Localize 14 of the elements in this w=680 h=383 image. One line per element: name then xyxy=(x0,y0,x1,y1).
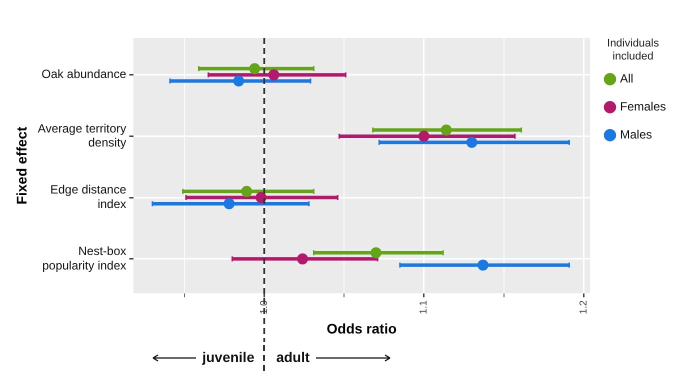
y-tick-label: Average territory density xyxy=(38,121,126,150)
y-tick-label: Oak abundance xyxy=(42,67,127,82)
x-axis-title: Odds ratio xyxy=(326,320,397,336)
y-tick-label: Edge distance index xyxy=(50,182,127,212)
x-tick-label: 1.2 xyxy=(578,300,590,314)
x-tick-label: 1.1 xyxy=(418,300,430,314)
y-axis-title: Fixed effect xyxy=(13,126,30,205)
text: adult xyxy=(276,349,310,365)
legend-label: All xyxy=(620,72,634,86)
text: juvenile xyxy=(202,349,254,365)
y-tick-label: Nest-box popularity index xyxy=(42,244,126,272)
legend-label: Males xyxy=(620,128,652,142)
legend-title: Individuals included xyxy=(607,38,660,63)
legend-label: Females xyxy=(620,100,666,114)
